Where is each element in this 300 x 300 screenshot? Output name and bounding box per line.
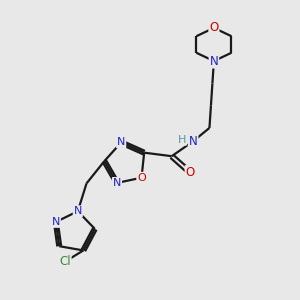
Text: N: N	[209, 55, 218, 68]
Text: N: N	[74, 206, 82, 216]
Text: O: O	[185, 166, 195, 179]
Text: N: N	[52, 217, 60, 227]
Text: O: O	[137, 173, 146, 183]
Text: N: N	[113, 178, 121, 188]
Text: Cl: Cl	[59, 255, 71, 268]
Text: H: H	[178, 135, 186, 145]
Text: N: N	[189, 135, 197, 148]
Text: N: N	[117, 137, 125, 147]
Text: O: O	[209, 21, 218, 34]
